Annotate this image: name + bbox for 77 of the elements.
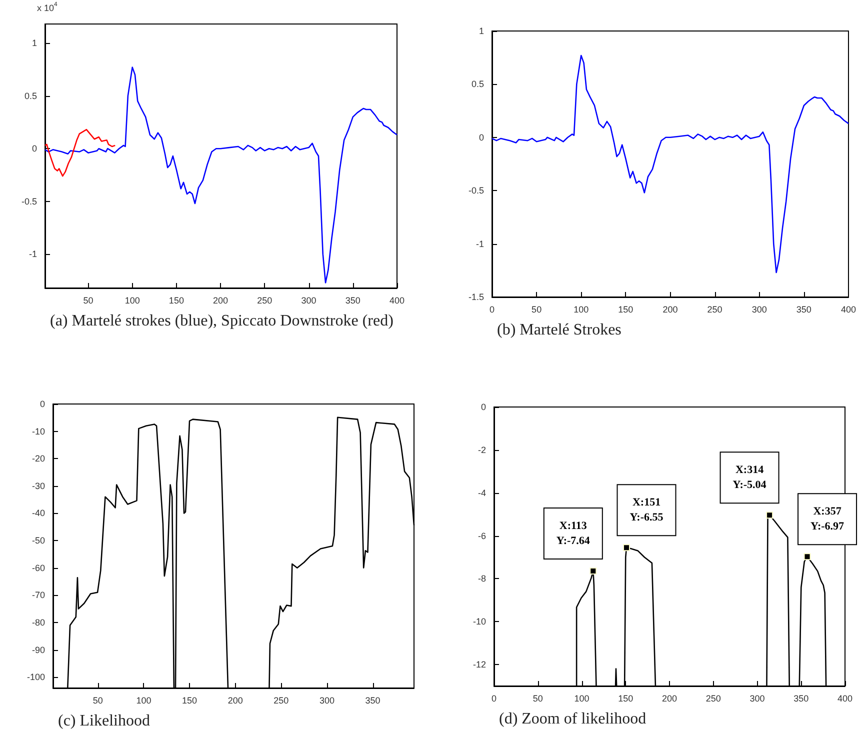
y-tick-label: 0 [32, 144, 37, 154]
x-tick-label: 50 [532, 694, 543, 704]
y-tick-label: -10 [32, 426, 45, 436]
x-tick-label: 150 [618, 694, 634, 704]
y-tick-label: -30 [32, 480, 45, 491]
annotation: X:151 Y:-6.55 [630, 496, 664, 524]
x-tick-label: 350 [365, 696, 380, 706]
line-series [491, 54, 850, 274]
line-series [44, 66, 398, 284]
x-tick-label: 200 [228, 696, 243, 706]
y-tick-label: -70 [32, 590, 45, 600]
x-tick-label: 200 [662, 694, 678, 704]
y-tick-label: -2 [478, 444, 486, 455]
x-tick-label: 400 [837, 694, 853, 704]
x-tick-label: 250 [707, 304, 722, 314]
point [804, 553, 811, 560]
line-series [44, 128, 116, 177]
y-tick-label: -50 [32, 536, 45, 546]
y-tick-label: 0.5 [471, 79, 484, 90]
x-tick-label: 200 [662, 304, 678, 314]
x-tick-label: 200 [213, 296, 228, 306]
y-tick-label: -60 [32, 562, 45, 573]
y-tick-label: -1 [28, 249, 37, 260]
x-tick-label: 350 [794, 694, 809, 704]
y-tick-label: -8 [478, 574, 486, 584]
point [766, 512, 774, 519]
x-tick-label: 300 [319, 696, 334, 706]
annotation: X:357 Y:-6.97 [810, 506, 845, 533]
y-tick-label: -4 [478, 488, 486, 498]
text: (b) Martelé Strokes [497, 322, 622, 338]
y-tick-label: -0.5 [21, 196, 37, 206]
point [623, 544, 630, 552]
y-tick-label: -1 [476, 238, 484, 249]
x-tick-label: 150 [182, 696, 198, 706]
y-tick-label: 0 [480, 402, 486, 412]
annotation: X:314 Y:-5.04 [732, 464, 767, 492]
y-tick-label: 0 [40, 399, 45, 409]
point [590, 567, 597, 574]
x-tick-label: 300 [752, 304, 767, 314]
x-tick-label: 400 [389, 296, 405, 306]
x-tick-label: 150 [168, 296, 184, 306]
y-tick-label: -20 [32, 454, 45, 464]
x-tick-label: 100 [136, 696, 152, 706]
y-tick-label: -12 [472, 660, 486, 670]
x-tick-label: 350 [796, 304, 812, 314]
y-tick-label: -6 [478, 530, 486, 541]
x-tick-label: 100 [574, 694, 590, 704]
x-tick-label: 250 [257, 296, 272, 306]
y-tick-label: -40 [32, 508, 45, 518]
x-tick-label: 300 [750, 694, 765, 704]
y-tick-label: -90 [32, 644, 45, 655]
annotation: X:113 Y:-7.64 [556, 520, 590, 547]
x-tick-label: 50 [92, 696, 103, 706]
x-tick-label: 350 [345, 296, 360, 306]
x-tick-label: 100 [574, 304, 589, 314]
x-tick-label: 250 [706, 694, 721, 704]
y-tick-label: -1.5 [468, 292, 484, 302]
y-tick-label: 1 [478, 26, 484, 36]
y-tick-label: -100 [26, 672, 45, 682]
x-tick-label: 250 [274, 696, 289, 706]
text: (c) Likelihood [58, 712, 150, 730]
x-tick-label: 0 [489, 304, 495, 314]
y-tick-label: 0.5 [24, 90, 37, 101]
y-tick-label: -0.5 [468, 186, 484, 196]
x-tick-label: 50 [83, 296, 94, 306]
y-tick-label: 0 [478, 132, 484, 142]
x-tick-label: 100 [124, 296, 140, 306]
y-tick-label: -80 [32, 617, 45, 628]
text: (a) Martelé strokes (blue), Spiccato Downstroke (red) [50, 312, 394, 330]
x-tick-label: 400 [840, 304, 856, 314]
x-tick-label: 150 [618, 304, 634, 314]
x-tick-label: 50 [532, 304, 542, 314]
x-tick-label: 300 [301, 296, 316, 306]
y-tick-label: -10 [472, 616, 486, 627]
y-tick-label: 1 [32, 38, 37, 48]
x-tick-label: 0 [491, 694, 497, 704]
text: (d) Zoom of likelihood [499, 710, 646, 728]
